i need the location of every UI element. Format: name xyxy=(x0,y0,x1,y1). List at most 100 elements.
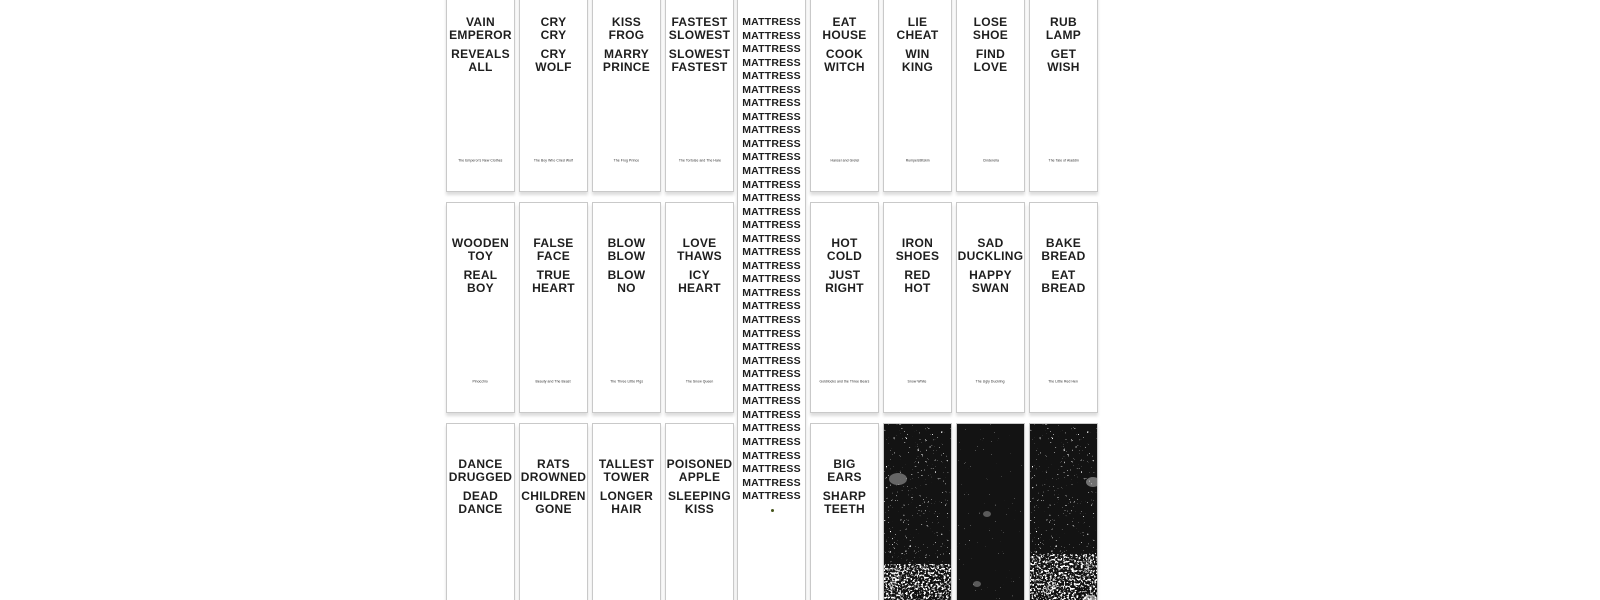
mattress-line: MATTRESS xyxy=(742,178,801,191)
headline-line: TOY xyxy=(467,249,494,263)
poster-headline: WOODEN TOY REAL BOY xyxy=(447,203,514,295)
headline-line: GET xyxy=(1050,47,1077,61)
headline-line: SHARP xyxy=(822,489,867,503)
headline-line: APPLE xyxy=(678,470,721,484)
headline-line: DROWNED xyxy=(520,470,587,484)
mattress-line: MATTRESS xyxy=(742,490,801,503)
poster-card-lie-cheat[interactable]: LIE CHEAT WIN KING Rumpelstiltskin xyxy=(883,0,952,192)
headline-line: WITCH xyxy=(824,60,865,74)
headline-line: PRINCE xyxy=(602,60,651,74)
mattress-line: MATTRESS xyxy=(742,165,801,178)
poster-card-eat-house[interactable]: EAT HOUSE COOK WITCH Hansel and Gretel xyxy=(810,0,879,192)
headline-line: POISONED xyxy=(666,457,733,471)
headline-line: IRON xyxy=(901,236,934,250)
headline-line: BLOW xyxy=(607,268,646,282)
mattress-line: MATTRESS xyxy=(742,124,801,137)
headline-line: HOUSE xyxy=(822,28,867,42)
poster-card-iron-shoes[interactable]: IRON SHOES RED HOT Snow White xyxy=(883,202,952,413)
headline-line: RATS xyxy=(537,457,570,471)
poster-card-rub-lamp[interactable]: RUB LAMP GET WISH The Tale of Aladdin xyxy=(1029,0,1098,192)
headline-line: BREAD xyxy=(1041,249,1086,263)
poster-card-false-face[interactable]: FALSE FACE TRUE HEART Beauty and The Beast xyxy=(519,202,588,413)
poster-card-love-thaws[interactable]: LOVE THAWS ICY HEART The Snow Queen xyxy=(665,202,734,413)
poster-card-dance-drugged[interactable]: DANCE DRUGGED DEAD DANCE xyxy=(446,423,515,600)
poster-card-bake-bread[interactable]: BAKE BREAD EAT BREAD The Little Red Hen xyxy=(1029,202,1098,413)
poster-headline: SAD DUCKLING HAPPY SWAN xyxy=(957,203,1024,295)
poster-headline: TALLEST TOWER LONGER HAIR xyxy=(593,424,660,516)
texture-word: ORR xyxy=(1083,558,1095,575)
headline-line: DEAD xyxy=(462,489,499,503)
poster-card-tallest-tower[interactable]: TALLEST TOWER LONGER HAIR xyxy=(592,423,661,600)
mattress-line: MATTRESS xyxy=(742,97,801,110)
poster-card-big-ears[interactable]: BIG EARS SHARP TEETH xyxy=(810,423,879,600)
mattress-line: MATTRESS xyxy=(742,232,801,245)
poster-card-hot-cold[interactable]: HOT COLD JUST RIGHT Goldilocks and the Three… xyxy=(810,202,879,413)
headline-line: WOODEN xyxy=(451,236,510,250)
headline-line: RUB xyxy=(1050,15,1077,29)
headline-line: CRY xyxy=(540,15,567,29)
poster-headline: LIE CHEAT WIN KING xyxy=(884,0,951,74)
mattress-line: MATTRESS xyxy=(742,476,801,489)
mattress-line: MATTRESS xyxy=(742,259,801,272)
mattress-line: MATTRESS xyxy=(742,273,801,286)
mattress-line: MATTRESS xyxy=(742,16,801,28)
headline-line: WOLF xyxy=(535,60,572,74)
mattress-line: MATTRESS xyxy=(742,368,801,381)
poster-card-porridge-2[interactable] xyxy=(956,423,1025,600)
mattress-line: MATTRESS xyxy=(742,463,801,476)
headline-line: HOT xyxy=(831,236,858,250)
headline-line: BOY xyxy=(467,281,494,295)
mattress-line: MATTRESS xyxy=(742,110,801,123)
poster-card-cry-cry[interactable]: CRY CRY CRY WOLF The Boy Who Cried Wolf xyxy=(519,0,588,192)
headline-line: LOVE xyxy=(973,60,1008,74)
poster-card-mattress[interactable]: MATTRESS MATTRESS MATTRESS MATTRESS MATTRESS… xyxy=(737,0,806,600)
headline-line: LOVE xyxy=(682,236,717,250)
poster-caption: The Three Little Pigs xyxy=(610,379,643,384)
headline-line: TEETH xyxy=(824,502,865,516)
texture-word: PORRIDGE xyxy=(913,588,923,600)
poster-card-sad-duckling[interactable]: SAD DUCKLING HAPPY SWAN The Ugly Duckling xyxy=(956,202,1025,413)
headline-line: CHEAT xyxy=(896,28,939,42)
poster-card-lose-shoe[interactable]: LOSE SHOE FIND LOVE Cinderella xyxy=(956,0,1025,192)
headline-line: REVEALS xyxy=(451,47,510,61)
headline-line: EMPEROR xyxy=(449,28,512,42)
poster-card-porridge-1[interactable]: ORRIDGE PORRIDGE PORRIDGE RIDGE RIDGE xyxy=(883,423,952,600)
headline-line: COOK xyxy=(825,47,864,61)
poster-card-blow-blow[interactable]: BLOW BLOW BLOW NO The Three Little Pigs xyxy=(592,202,661,413)
headline-line: FACE xyxy=(536,249,571,263)
headline-line: LOSE xyxy=(973,15,1008,29)
poster-card-kiss-frog[interactable]: KISS FROG MARRY PRINCE The Frog Prince xyxy=(592,0,661,192)
mattress-line: MATTRESS xyxy=(742,341,801,354)
headline-line: FASTEST xyxy=(671,15,728,29)
poster-caption: Snow White xyxy=(908,379,927,384)
headline-line: JUST xyxy=(828,268,861,282)
headline-line: KING xyxy=(901,60,934,74)
headline-line: CRY xyxy=(540,47,567,61)
poster-caption: The Tale of Aladdin xyxy=(1048,158,1079,163)
headline-line: ICY xyxy=(689,268,710,282)
poster-card-poisoned-apple[interactable]: POISONED APPLE SLEEPING KISS xyxy=(665,423,734,600)
poster-caption: Pinocchio xyxy=(472,379,489,384)
mattress-line: MATTRESS xyxy=(742,395,801,408)
mattress-line: MATTRESS xyxy=(742,381,801,394)
headline-line: SHOE xyxy=(972,28,1009,42)
poster-caption: The Ugly Duckling xyxy=(976,379,1005,384)
poster-card-fastest-slowest[interactable]: FASTEST SLOWEST SLOWEST FASTEST The Tortoise… xyxy=(665,0,734,192)
poster-headline: VAIN EMPEROR REVEALS ALL xyxy=(447,0,514,74)
poster-card-rats-drowned[interactable]: RATS DROWNED CHILDREN GONE xyxy=(519,423,588,600)
mattress-line: MATTRESS xyxy=(742,286,801,299)
poster-card-vain-emperor[interactable]: VAIN EMPEROR REVEALS ALL The Emperor's New C… xyxy=(446,0,515,192)
poster-headline: KISS FROG MARRY PRINCE xyxy=(593,0,660,74)
headline-line: WISH xyxy=(1047,60,1080,74)
mattress-line: MATTRESS xyxy=(742,83,801,96)
headline-line: EAT xyxy=(832,15,857,29)
poster-caption: The Emperor's New Clothes xyxy=(458,158,503,163)
headline-line: COLD xyxy=(826,249,863,263)
poster-card-porridge-3[interactable]: PORRIDGE ORRIDGE PORRIDGE DGE ORR xyxy=(1029,423,1098,600)
poster-headline: FASTEST SLOWEST SLOWEST FASTEST xyxy=(666,0,733,74)
headline-line: SLOWEST xyxy=(668,28,731,42)
poster-caption: Rumpelstiltskin xyxy=(905,158,930,163)
mattress-line: MATTRESS xyxy=(742,151,801,164)
poster-card-wooden-toy[interactable]: WOODEN TOY REAL BOY Pinocchio xyxy=(446,202,515,413)
headline-line: KISS xyxy=(684,502,715,516)
